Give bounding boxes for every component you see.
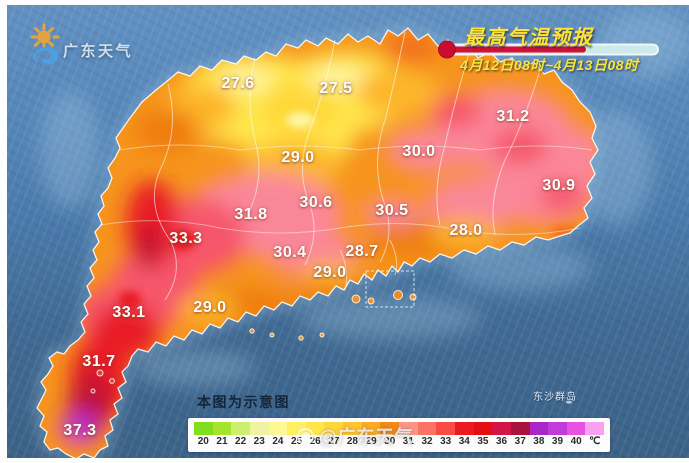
- legend-swatch: [548, 422, 567, 435]
- temperature-label: 27.5: [319, 80, 353, 97]
- legend-swatch: [585, 422, 605, 435]
- legend-tick: ℃: [589, 436, 601, 447]
- thermometer-icon: [438, 40, 659, 59]
- inset-dashed-box: [365, 270, 415, 308]
- legend-tick: 31: [402, 436, 414, 447]
- legend-tick: 27: [328, 436, 340, 447]
- logo-icon: [30, 23, 60, 65]
- page-title: 最高气温预报: [464, 27, 593, 49]
- legend-swatch: [436, 422, 455, 435]
- legend-tick: 20: [197, 436, 209, 447]
- legend-tick: 34: [458, 436, 470, 447]
- legend-swatch: [194, 422, 213, 435]
- legend-tick: 30: [384, 436, 396, 447]
- legend-swatch: [361, 422, 381, 435]
- legend-tick: 36: [496, 436, 508, 447]
- temperature-legend: 20 21 22 23 24 25 26 27 28 29 30 31 32 33 34 35 36 37 38 39…: [188, 418, 610, 452]
- temperature-label: 29.0: [193, 299, 227, 316]
- temperature-label: 28.0: [449, 222, 483, 239]
- legend-swatch: [454, 422, 474, 435]
- legend-tick: 22: [235, 436, 247, 447]
- legend-tick: 32: [421, 436, 433, 447]
- legend-swatch: [566, 422, 586, 435]
- legend-swatch: [249, 422, 269, 435]
- temperature-label: 31.7: [82, 353, 116, 370]
- legend-swatches: [194, 422, 605, 435]
- temperature-label: 33.1: [112, 304, 146, 321]
- legend-tick: 24: [272, 436, 284, 447]
- temperature-label: 37.3: [63, 422, 97, 439]
- legend-tick: 26: [309, 436, 321, 447]
- legend-tick: 39: [551, 436, 564, 447]
- legend-swatch: [343, 422, 362, 435]
- temperature-label: 29.0: [313, 264, 347, 281]
- legend-swatch: [492, 422, 511, 435]
- legend-tick: 21: [216, 436, 228, 447]
- logo-text: 广东天气: [63, 43, 134, 60]
- dongsha-island-dot: [566, 400, 572, 404]
- legend-swatch: [510, 422, 530, 435]
- legend-swatch: [305, 422, 325, 435]
- temperature-label: 30.4: [273, 244, 307, 261]
- temperature-label: 30.0: [402, 143, 436, 160]
- legend-swatch: [529, 422, 549, 435]
- temperature-label: 28.7: [345, 243, 379, 260]
- legend-tick: 23: [253, 436, 265, 447]
- legend-tick: 28: [346, 436, 358, 447]
- legend-swatch: [473, 422, 493, 435]
- legend-tick: 35: [477, 436, 489, 447]
- temperature-label: 29.0: [281, 149, 315, 166]
- temperature-label: 30.6: [299, 194, 333, 211]
- temperature-label: 31.8: [234, 206, 268, 223]
- legend-swatch: [268, 422, 288, 435]
- legend-swatch: [417, 422, 437, 435]
- temperature-label: 33.3: [169, 230, 203, 247]
- temperature-label: 27.6: [221, 75, 255, 92]
- legend-swatch: [231, 422, 250, 435]
- legend-swatch: [212, 422, 232, 435]
- temperature-label: 31.2: [496, 108, 530, 125]
- temperature-label: 30.9: [542, 177, 576, 194]
- legend-swatch: [399, 422, 418, 435]
- schematic-note: 本图为示意图: [197, 394, 290, 410]
- legend-tick: 37: [514, 436, 526, 447]
- legend-tick: 25: [290, 436, 303, 447]
- legend-ticks: 20 21 22 23 24 25 26 27 28 29 30 31 32 33 34 35 36 37 38 39…: [194, 436, 604, 447]
- legend-tick: 33: [440, 436, 452, 447]
- coastal-islands: [90, 290, 417, 394]
- legend-swatch: [287, 422, 306, 435]
- legend-swatch: [380, 422, 400, 435]
- legend-tick: 29: [365, 436, 377, 447]
- dongsha-islands-label: 东沙群岛: [533, 392, 577, 403]
- forecast-period: 4月12日08时~4月13日08时: [460, 57, 639, 73]
- legend-swatch: [324, 422, 344, 435]
- temperature-label: 30.5: [375, 202, 409, 219]
- legend-tick: 38: [533, 436, 545, 447]
- legend-tick: 40: [570, 436, 582, 447]
- district-boundaries: [99, 31, 593, 301]
